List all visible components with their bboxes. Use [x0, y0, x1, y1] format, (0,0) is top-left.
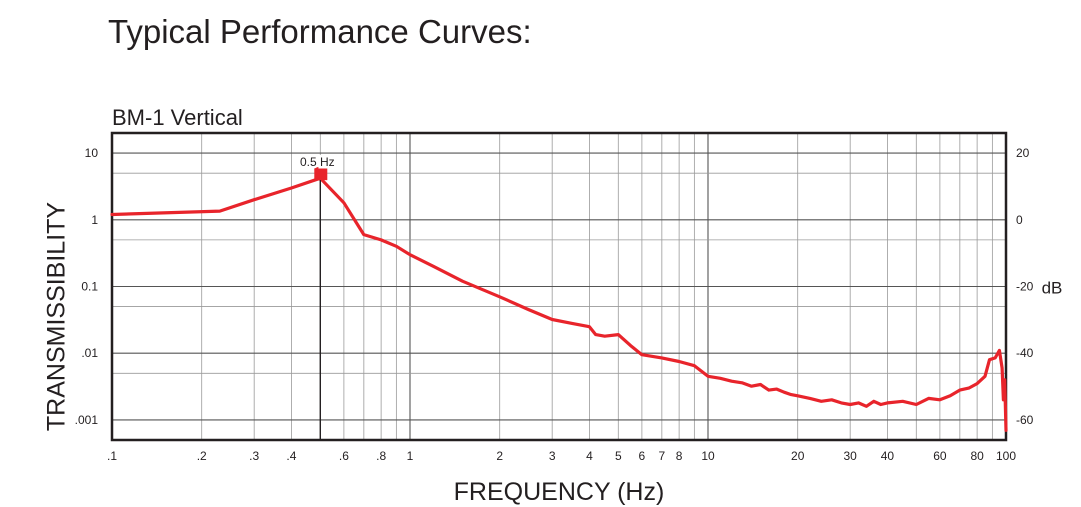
annotation-label: 0.5 Hz [300, 155, 335, 169]
x-tick-label: 1 [407, 449, 414, 463]
annotation-marker [314, 167, 328, 181]
x-tick-label: 30 [844, 449, 858, 463]
x-tick-labels: .1 .2 .3 .4 .6 .8 1 2 3 4 5 6 7 8 10 20 30 40 60 80 100 [107, 449, 1016, 463]
y-tick-label: 10 [85, 146, 99, 160]
x-tick-label: 80 [970, 449, 984, 463]
y2-tick-labels: 20 0 -20 -40 -60 [1016, 146, 1034, 427]
x-tick-label: 20 [791, 449, 805, 463]
y2-tick-label: 0 [1016, 213, 1023, 227]
y-tick-label: 0.1 [81, 280, 98, 294]
x-tick-label: .1 [107, 449, 117, 463]
y2-axis-title: dB [1042, 279, 1063, 298]
x-tick-label: 100 [996, 449, 1016, 463]
y2-tick-label: -60 [1016, 413, 1034, 427]
y-tick-label: 1 [91, 213, 98, 227]
y-tick-labels: 10 1 0.1 .01 .001 [75, 146, 99, 427]
x-axis-title: FREQUENCY (Hz) [454, 478, 665, 506]
x-tick-label: .4 [286, 449, 296, 463]
y-axis-title: TRANSMISSIBILITY [43, 202, 71, 432]
y-tick-label: .01 [81, 346, 98, 360]
annotation-group: 0.5 Hz [297, 153, 337, 440]
x-tick-label: .6 [339, 449, 349, 463]
x-tick-label: .3 [249, 449, 259, 463]
plot-frame [110, 131, 1008, 442]
x-tick-label: 8 [676, 449, 683, 463]
series-line [110, 176, 1008, 432]
x-tick-label: 2 [496, 449, 503, 463]
x-tick-label: 10 [701, 449, 715, 463]
y2-tick-label: 20 [1016, 146, 1030, 160]
x-tick-label: 4 [586, 449, 593, 463]
x-tick-label: .8 [376, 449, 386, 463]
page-title: Typical Performance Curves: [108, 13, 532, 50]
grid-lines [112, 133, 1006, 440]
y2-tick-label: -40 [1016, 346, 1034, 360]
y2-tick-label: -20 [1016, 280, 1034, 294]
x-tick-label: 3 [549, 449, 556, 463]
x-tick-label: 6 [639, 449, 646, 463]
x-tick-label: .2 [197, 449, 207, 463]
x-tick-label: 5 [615, 449, 622, 463]
x-tick-label: 7 [658, 449, 665, 463]
x-tick-label: 60 [933, 449, 947, 463]
y-tick-label: .001 [75, 413, 99, 427]
chart-title: BM-1 Vertical [112, 105, 243, 130]
x-tick-label: 40 [881, 449, 895, 463]
